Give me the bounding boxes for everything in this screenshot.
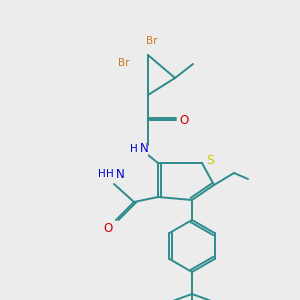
Text: O: O (179, 113, 189, 127)
Text: O: O (103, 221, 112, 235)
Text: S: S (206, 154, 214, 167)
Text: Br: Br (146, 36, 158, 46)
Text: H: H (130, 144, 138, 154)
Text: H: H (98, 169, 106, 179)
Text: H: H (106, 169, 114, 179)
Text: N: N (140, 142, 148, 155)
Text: N: N (116, 167, 124, 181)
Text: Br: Br (118, 58, 130, 68)
